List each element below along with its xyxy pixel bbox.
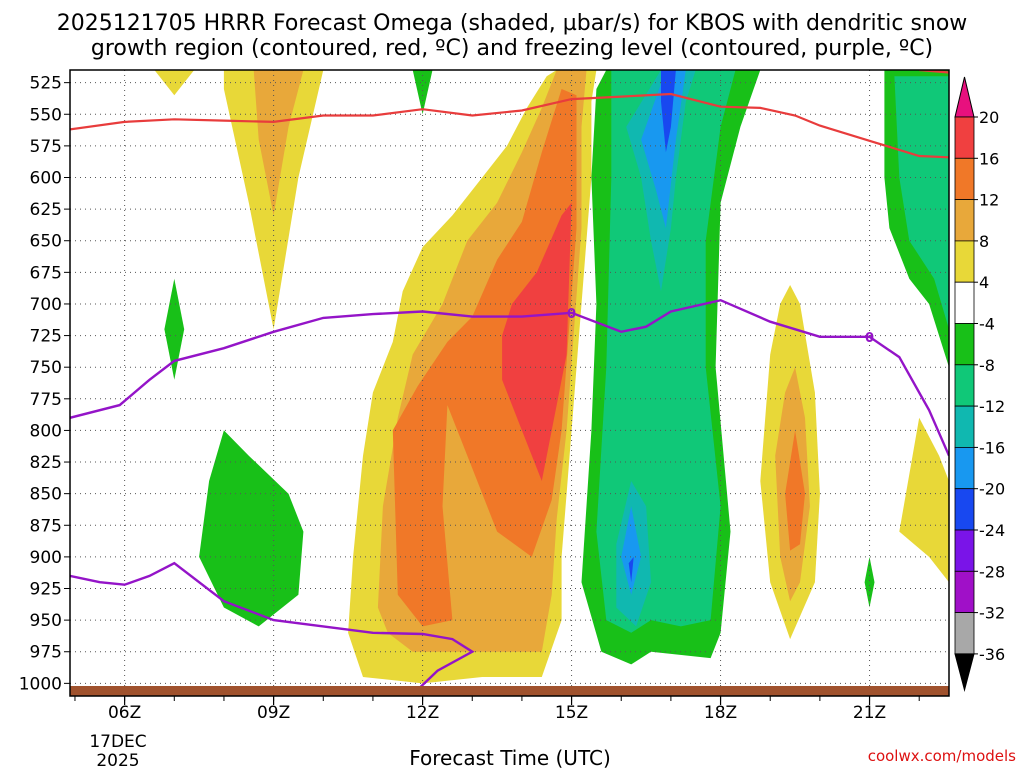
time-tick-label: 15Z (555, 703, 588, 723)
pressure-tick-label: 575 (30, 137, 62, 157)
colorbar-label: 20 (979, 108, 999, 127)
colorbar-over-arrow (954, 76, 975, 118)
pressure-tick-label: 725 (30, 327, 62, 347)
dgz-contour-line (70, 92, 949, 159)
pressure-tick-label: 975 (30, 643, 62, 663)
omega-region (899, 417, 949, 583)
freezing-level-label: 0 (567, 307, 576, 322)
colorbar-bin (954, 323, 975, 366)
omega-region (392, 89, 577, 627)
omega-region (253, 70, 304, 216)
colorbar-label: -36 (979, 645, 1005, 664)
colorbar: 20 16 12 8 4 -4 -8 -12 -16 -20 -24 -28 -32 -36 (954, 76, 1005, 692)
omega-region (864, 556, 875, 608)
colorbar-label: 8 (979, 232, 989, 251)
pressure-tick-label: 1000 (19, 674, 62, 694)
pressure-tick-label: 850 (30, 485, 62, 505)
chart-title-line1: 2025121705 HRRR Forecast Omega (shaded, … (57, 11, 968, 36)
x-axis-label: Forecast Time (UTC) (409, 746, 611, 768)
credit-text: coolwx.com/models (868, 747, 1016, 765)
omega-region (412, 70, 433, 115)
omega-shading (154, 70, 949, 684)
pressure-tick-label: 675 (30, 263, 62, 283)
omega-region (199, 430, 304, 627)
colorbar-bin (954, 405, 975, 448)
date-label-day: 17DEC (89, 732, 146, 752)
colorbar-bin (954, 529, 975, 572)
colorbar-bin (954, 157, 975, 201)
pressure-tick-label: 900 (30, 548, 62, 568)
pressure-tick-label: 925 (30, 580, 62, 600)
colorbar-label: 4 (979, 273, 989, 292)
colorbar-label: -8 (979, 356, 995, 375)
pressure-tick-label: 800 (30, 421, 62, 441)
pressure-tick-label: 875 (30, 516, 62, 536)
colorbar-label: -24 (979, 521, 1005, 540)
time-tick-label: 06Z (108, 703, 141, 723)
omega-region (661, 70, 676, 153)
pressure-tick-label: 600 (30, 168, 62, 188)
colorbar-label: -16 (979, 438, 1005, 457)
colorbar-bin (954, 570, 975, 613)
omega-region (502, 202, 572, 482)
colorbar-bin (954, 612, 975, 655)
time-axis: 06Z 09Z 12Z 15Z 18Z 21Z (74, 696, 920, 723)
colorbar-under-arrow (954, 653, 975, 692)
pressure-axis: 525 550 575 600 625 650 675 700 725 750 775 800 825 8… (19, 74, 70, 694)
pressure-tick-label: 650 (30, 232, 62, 252)
freezing-level-label: 0 (865, 331, 874, 346)
pressure-tick-label: 700 (30, 295, 62, 315)
colorbar-bin (954, 281, 975, 324)
colorbar-bin (954, 446, 975, 490)
chart-title-line2: growth region (contoured, red, ºC) and f… (91, 36, 933, 61)
time-tick-label: 18Z (704, 703, 737, 723)
pressure-tick-label: 775 (30, 390, 62, 410)
colorbar-label: -20 (979, 480, 1005, 499)
time-tick-label: 09Z (257, 703, 290, 723)
colorbar-bin (954, 488, 975, 531)
contour-lines: 00 (70, 70, 949, 691)
colorbar-label: 16 (979, 149, 999, 168)
pressure-tick-label: 750 (30, 358, 62, 378)
omega-region (785, 430, 805, 551)
time-tick-label: 21Z (853, 703, 886, 723)
colorbar-bin (954, 364, 975, 407)
omega-region (628, 556, 634, 583)
pressure-tick-label: 550 (30, 105, 62, 125)
omega-region (894, 76, 949, 330)
omega-region (154, 70, 195, 96)
omega-region (641, 70, 686, 229)
colorbar-label: -32 (979, 604, 1005, 623)
colorbar-bin (954, 116, 975, 159)
date-label-year: 2025 (96, 751, 139, 768)
freezing-level-line (70, 298, 949, 457)
pressure-tick-label: 825 (30, 453, 62, 473)
pressure-tick-label: 625 (30, 200, 62, 220)
pressure-tick-label: 525 (30, 74, 62, 94)
colorbar-label: -4 (979, 315, 995, 334)
time-tick-label: 12Z (406, 703, 439, 723)
colorbar-bin (954, 240, 975, 283)
plot-frame (69, 69, 950, 697)
omega-region (164, 278, 185, 380)
freezing-level-line (70, 561, 475, 691)
colorbar-label: -28 (979, 562, 1005, 581)
omega-region (621, 506, 642, 595)
colorbar-label: -12 (979, 397, 1005, 416)
colorbar-bin (954, 199, 975, 242)
ground-surface (70, 686, 949, 696)
colorbar-label: 12 (979, 191, 999, 210)
pressure-tick-label: 950 (30, 611, 62, 631)
